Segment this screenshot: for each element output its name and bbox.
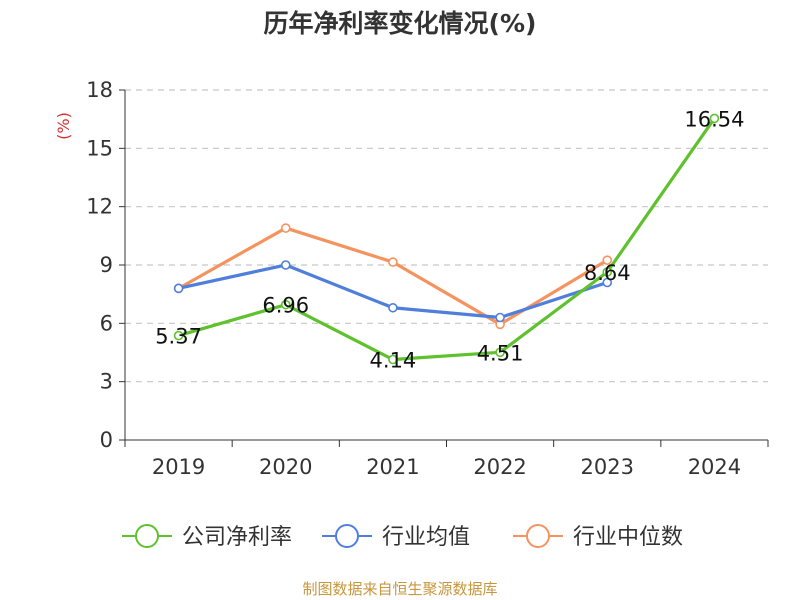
legend-marker (135, 524, 159, 548)
data-label: 5.37 (155, 325, 202, 349)
legend-item[interactable]: 公司净利率 (122, 524, 292, 550)
legend: 公司净利率 行业均值 行业中位数 (122, 524, 683, 550)
y-tick-label: 0 (100, 428, 113, 452)
legend-marker (526, 524, 550, 548)
y-tick-label: 18 (86, 78, 113, 102)
axes: 0 3 6 9 12 15 18 2019 2020 2021 2022 2023 2024 (%) (54, 78, 769, 479)
legend-label: 行业中位数 (573, 525, 683, 550)
data-label: 6.96 (262, 294, 309, 318)
y-tick-label: 9 (100, 253, 113, 277)
y-axis-label: (%) (54, 112, 73, 140)
series-lines (173, 113, 720, 365)
data-point (388, 302, 398, 313)
data-point (280, 260, 291, 270)
data-point (495, 347, 505, 358)
legend-item[interactable]: 行业均值 (322, 524, 470, 550)
data-point (173, 330, 184, 341)
chart-title: 历年净利率变化情况(%) (263, 9, 537, 38)
legend-marker (335, 524, 359, 548)
x-tick-label: 2021 (366, 455, 419, 479)
legend-item[interactable]: 行业中位数 (513, 524, 683, 550)
data-label: 4.14 (370, 349, 417, 373)
data-point (495, 312, 505, 323)
y-tick-label: 15 (86, 136, 113, 160)
data-label: 16.54 (684, 107, 744, 131)
grid-lines (125, 89, 768, 383)
y-tick-label: 3 (100, 370, 113, 394)
data-point (280, 299, 291, 310)
x-tick-label: 2024 (688, 455, 741, 479)
data-point (388, 354, 398, 365)
source-note: 制图数据来自恒生聚源数据库 (302, 580, 498, 598)
data-label: 8.64 (584, 261, 631, 285)
data-point (709, 113, 720, 124)
data-point (388, 257, 398, 267)
data-point (280, 223, 291, 233)
y-tick-label: 12 (86, 195, 113, 219)
data-point (602, 277, 613, 288)
x-tick-label: 2019 (152, 455, 205, 479)
x-tick-label: 2023 (581, 455, 634, 479)
data-label: 4.51 (477, 341, 524, 365)
data-point (602, 267, 613, 277)
data-labels: 5.37 6.96 4.14 4.51 8.64 16.54 (155, 107, 744, 372)
y-tick-label: 6 (100, 311, 113, 335)
x-tick-label: 2022 (473, 455, 526, 479)
data-point (173, 283, 184, 294)
legend-label: 行业均值 (382, 525, 470, 550)
x-tick-label: 2020 (259, 455, 312, 479)
series-line (178, 117, 716, 362)
legend-label: 公司净利率 (182, 525, 292, 550)
data-point (602, 255, 613, 265)
